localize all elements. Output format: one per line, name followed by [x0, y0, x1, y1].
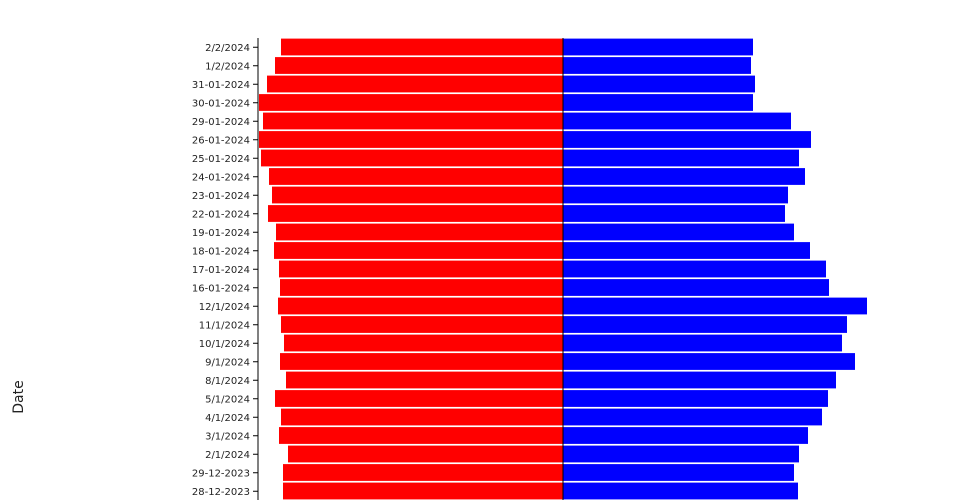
bar-right-2 — [563, 75, 755, 93]
bar-right-9 — [563, 205, 785, 222]
bar-left-9 — [268, 205, 563, 222]
bar-right-0 — [563, 38, 753, 56]
bar-left-12 — [279, 260, 563, 278]
bar-left-22 — [288, 445, 563, 463]
y-tick-label-6: 25-01-2024 — [192, 154, 250, 165]
y-tick-label-8: 23-01-2024 — [192, 191, 250, 202]
y-tick-label-15: 11/1/2024 — [199, 320, 250, 331]
y-tick-label-22: 2/1/2024 — [205, 450, 250, 461]
bar-right-20 — [563, 408, 822, 426]
bar-right-14 — [563, 297, 867, 315]
bar-left-16 — [284, 334, 563, 352]
bar-left-18 — [286, 371, 563, 389]
bar-left-17 — [280, 353, 563, 370]
y-axis-title: Date — [11, 380, 27, 413]
bar-left-15 — [281, 316, 563, 333]
y-tick-label-5: 26-01-2024 — [192, 135, 250, 146]
bar-left-21 — [279, 427, 563, 444]
bar-right-11 — [563, 242, 810, 259]
y-tick-label-23: 29-12-2023 — [192, 468, 250, 479]
bar-right-18 — [563, 371, 836, 389]
bar-right-12 — [563, 260, 826, 278]
bar-right-4 — [563, 112, 791, 130]
y-tick-label-0: 2/2/2024 — [205, 43, 250, 54]
bar-right-15 — [563, 316, 847, 333]
bar-left-0 — [281, 38, 563, 56]
bar-right-5 — [563, 131, 811, 148]
y-tick-label-16: 10/1/2024 — [199, 339, 250, 350]
bar-right-21 — [563, 427, 808, 444]
bar-left-23 — [283, 464, 563, 481]
y-tick-label-13: 16-01-2024 — [192, 283, 250, 294]
bar-right-17 — [563, 353, 855, 370]
bar-left-10 — [276, 223, 563, 241]
y-tick-label-19: 5/1/2024 — [205, 394, 250, 405]
y-tick-label-18: 8/1/2024 — [205, 376, 250, 387]
bar-left-6 — [261, 149, 563, 167]
y-tick-label-10: 19-01-2024 — [192, 228, 250, 239]
y-tick-label-21: 3/1/2024 — [205, 431, 250, 442]
bar-right-6 — [563, 149, 799, 167]
y-tick-label-11: 18-01-2024 — [192, 246, 250, 257]
bar-left-14 — [278, 297, 563, 315]
bar-right-7 — [563, 168, 805, 185]
bar-left-24 — [283, 482, 563, 500]
y-tick-label-4: 29-01-2024 — [192, 117, 250, 128]
bar-right-10 — [563, 223, 794, 241]
y-tick-label-17: 9/1/2024 — [205, 357, 250, 368]
y-tick-label-3: 30-01-2024 — [192, 98, 250, 109]
bar-left-4 — [263, 112, 563, 130]
bar-right-22 — [563, 445, 799, 463]
bar-left-11 — [274, 242, 563, 259]
bar-left-5 — [259, 131, 563, 148]
bar-left-7 — [269, 168, 563, 185]
y-ticks-group: 2/2/2024 1/2/2024 31-01-2024 30-01-2024 29-0… — [192, 43, 258, 498]
y-tick-label-9: 22-01-2024 — [192, 209, 250, 220]
y-tick-label-20: 4/1/2024 — [205, 413, 250, 424]
y-tick-label-1: 1/2/2024 — [205, 61, 250, 72]
bar-right-16 — [563, 334, 842, 352]
bar-left-20 — [281, 408, 563, 426]
y-tick-label-12: 17-01-2024 — [192, 265, 250, 276]
bar-right-23 — [563, 464, 794, 481]
bar-right-19 — [563, 390, 828, 407]
bar-left-3 — [259, 94, 563, 111]
bar-right-3 — [563, 94, 753, 111]
bar-left-1 — [275, 57, 563, 74]
bar-left-19 — [275, 390, 563, 407]
bar-left-2 — [267, 75, 563, 93]
y-tick-label-14: 12/1/2024 — [199, 302, 250, 313]
bar-right-13 — [563, 279, 829, 296]
y-tick-label-2: 31-01-2024 — [192, 80, 250, 91]
bar-right-8 — [563, 186, 788, 204]
bars-group — [259, 38, 867, 500]
bar-left-13 — [280, 279, 563, 296]
bar-right-1 — [563, 57, 751, 74]
y-tick-label-24: 28-12-2023 — [192, 487, 250, 498]
bar-left-8 — [272, 186, 563, 204]
y-tick-label-7: 24-01-2024 — [192, 172, 250, 183]
bar-right-24 — [563, 482, 798, 500]
